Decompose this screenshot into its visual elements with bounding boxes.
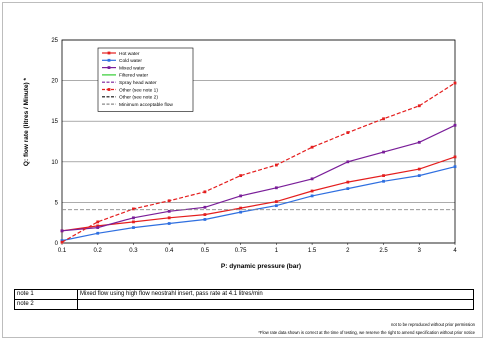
flow-rate-disclaimer: *Flow rate data shown is correct at the … bbox=[258, 330, 475, 335]
data-point-cold-water bbox=[382, 179, 385, 183]
note-row: note 1 Mixed flow using high flow neostr… bbox=[14, 289, 474, 300]
data-point-cold-water bbox=[239, 210, 243, 214]
y-axis-label: Q: flow rate (litres / Minute) * bbox=[23, 77, 30, 166]
legend-label-other-see-note-2: Other (see note 2) bbox=[119, 95, 158, 101]
plot-area bbox=[61, 39, 456, 244]
legend-label-filtered-water: Filtered water bbox=[119, 73, 148, 79]
data-point-mixed-water bbox=[239, 194, 243, 198]
data-point-cold-water bbox=[417, 174, 421, 178]
data-point-mixed-water bbox=[274, 186, 278, 190]
data-point-other-see-note-1 bbox=[167, 199, 171, 203]
legend-box bbox=[97, 47, 194, 112]
data-point-cold-water bbox=[346, 187, 350, 190]
legend-marker-other-see-note-1 bbox=[107, 88, 111, 91]
x-tick-label: 1 bbox=[275, 248, 279, 254]
data-point-mixed-water bbox=[382, 150, 385, 154]
x-tick-label: 0.3 bbox=[129, 248, 138, 254]
data-point-other-see-note-1 bbox=[310, 145, 314, 149]
data-point-other-see-note-1 bbox=[239, 174, 243, 178]
x-tick-label: 1.5 bbox=[308, 248, 317, 254]
data-point-other-see-note-1 bbox=[453, 81, 457, 85]
series-line-hot-water bbox=[61, 156, 456, 232]
series-line-mixed-water bbox=[61, 124, 456, 232]
y-tick-label: 0 bbox=[55, 241, 59, 247]
data-point-hot-water bbox=[203, 213, 207, 216]
note-label: note 1 bbox=[14, 289, 78, 300]
data-point-other-see-note-1 bbox=[382, 117, 385, 121]
data-point-other-see-note-1 bbox=[132, 207, 135, 211]
data-point-cold-water bbox=[96, 231, 100, 235]
data-point-hot-water bbox=[417, 167, 421, 171]
data-point-hot-water bbox=[274, 200, 278, 203]
data-point-cold-water bbox=[167, 222, 171, 225]
x-tick-label: 2.5 bbox=[379, 248, 388, 254]
data-point-hot-water bbox=[346, 180, 350, 184]
legend-label-hot-water: Hot water bbox=[119, 51, 140, 57]
copyright-notice: not to be reproduced without prior permi… bbox=[390, 322, 475, 327]
x-tick-label: 0.2 bbox=[94, 248, 103, 254]
data-point-hot-water bbox=[382, 174, 385, 178]
legend-label-mixed-water: Mixed water bbox=[119, 65, 145, 71]
y-tick-label: 5 bbox=[55, 200, 59, 206]
data-point-cold-water bbox=[274, 204, 278, 208]
x-tick-label: 2 bbox=[346, 248, 350, 254]
y-tick-label: 20 bbox=[51, 79, 58, 85]
data-point-mixed-water bbox=[203, 205, 207, 209]
data-point-other-see-note-1 bbox=[203, 190, 207, 194]
data-point-other-see-note-1 bbox=[274, 163, 278, 167]
x-tick-label: 0.1 bbox=[58, 248, 67, 254]
data-point-cold-water bbox=[453, 165, 457, 169]
data-point-mixed-water bbox=[96, 226, 100, 229]
y-tick-label: 25 bbox=[51, 38, 58, 44]
y-tick-label: 15 bbox=[51, 119, 58, 125]
legend-marker-mixed-water bbox=[107, 66, 111, 69]
x-axis-label: P: dynamic pressure (bar) bbox=[221, 263, 301, 270]
note-text: Mixed flow using high flow neostrahl ins… bbox=[77, 289, 474, 300]
data-point-other-see-note-1 bbox=[346, 131, 350, 134]
data-point-hot-water bbox=[132, 220, 135, 224]
data-point-mixed-water bbox=[167, 209, 171, 213]
note-text bbox=[77, 299, 474, 310]
legend-marker-hot-water bbox=[107, 51, 111, 55]
legend-label-other-see-note-1: Other (see note 1) bbox=[119, 87, 158, 93]
series-line-cold-water bbox=[61, 166, 456, 242]
data-point-mixed-water bbox=[60, 229, 64, 233]
legend-marker-cold-water bbox=[107, 58, 111, 62]
data-point-hot-water bbox=[96, 224, 100, 228]
data-point-hot-water bbox=[310, 189, 314, 193]
x-tick-label: 0.4 bbox=[165, 248, 174, 254]
legend-label-minimum-acceptable-flow: Minimum acceptable flow bbox=[119, 102, 173, 108]
notes-table: note 1 Mixed flow using high flow neostr… bbox=[14, 289, 474, 310]
data-point-mixed-water bbox=[346, 160, 350, 164]
data-point-other-see-note-1 bbox=[417, 104, 421, 108]
data-point-cold-water bbox=[60, 239, 64, 242]
x-tick-label: 4 bbox=[453, 248, 457, 254]
data-point-cold-water bbox=[203, 218, 207, 221]
note-row: note 2 bbox=[14, 299, 474, 310]
data-point-hot-water bbox=[167, 216, 171, 220]
legend-label-spray-head-water: Spray head water bbox=[119, 80, 157, 86]
data-point-mixed-water bbox=[453, 123, 457, 127]
note-label: note 2 bbox=[14, 299, 78, 310]
data-point-cold-water bbox=[132, 226, 135, 229]
data-point-cold-water bbox=[310, 194, 314, 198]
data-point-other-see-note-1 bbox=[60, 240, 64, 244]
series-line-other-see-note-1 bbox=[61, 82, 456, 243]
data-point-mixed-water bbox=[310, 177, 314, 181]
x-tick-label: 3 bbox=[418, 248, 422, 254]
data-point-mixed-water bbox=[417, 140, 421, 144]
y-tick-label: 10 bbox=[51, 160, 58, 166]
data-point-other-see-note-1 bbox=[96, 220, 100, 224]
data-point-mixed-water bbox=[132, 216, 135, 220]
x-tick-label: 0.5 bbox=[201, 248, 210, 254]
legend-label-cold-water: Cold water bbox=[119, 58, 142, 64]
data-point-hot-water bbox=[453, 155, 457, 159]
data-point-hot-water bbox=[239, 206, 243, 210]
x-tick-label: 0.75 bbox=[235, 248, 247, 254]
